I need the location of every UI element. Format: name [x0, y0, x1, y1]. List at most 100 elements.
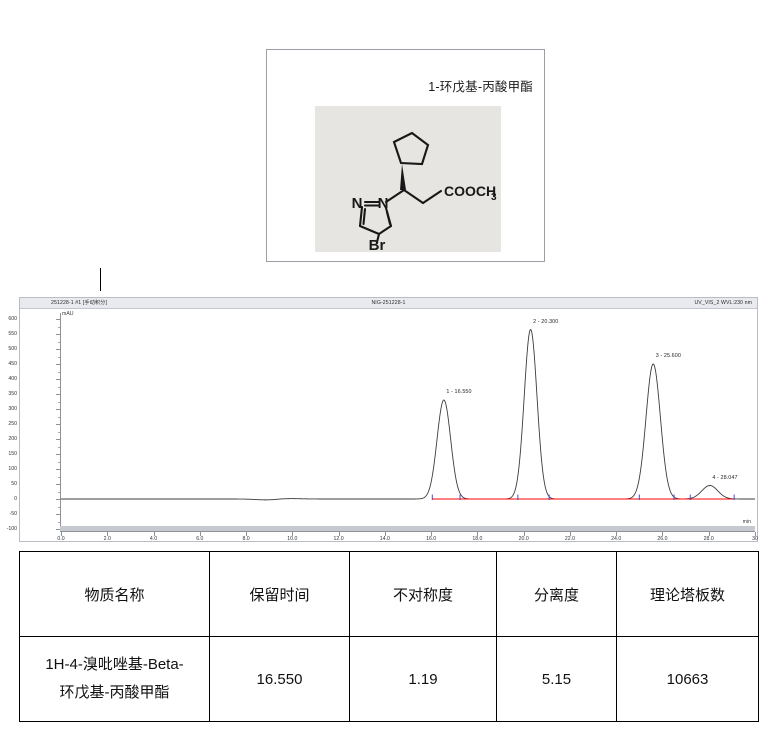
- chromatogram-header: 251228-1 #1 [手动积分] NIG-251228-1 UV_VIS_2…: [20, 298, 757, 309]
- peak-label: 4 - 28.047: [712, 474, 738, 481]
- y-axis-tick-label: 50: [11, 481, 17, 487]
- header-resolution: 分离度: [496, 551, 617, 637]
- chromatogram-sample-label: 251228-1 #1 [手动积分]: [51, 300, 108, 306]
- y-axis-tick: [56, 439, 60, 440]
- chromatogram-detector-label: UV_VIS_2 WVL:230 nm: [694, 300, 752, 306]
- x-axis-tick: [755, 532, 756, 536]
- table-header-row: 物质名称 保留时间 不对称度 分离度 理论塔板数: [19, 551, 759, 637]
- svg-text:Br: Br: [369, 237, 386, 252]
- header-retention-time: 保留时间: [209, 551, 350, 637]
- cell-resolution: 5.15: [496, 636, 617, 722]
- x-axis-line: [60, 531, 755, 532]
- cell-retention-time: 16.550: [209, 636, 350, 722]
- y-axis-tick-label: 150: [8, 451, 17, 457]
- y-axis-minor-tick: [58, 386, 60, 388]
- x-axis-tick: [431, 532, 433, 536]
- y-axis-tick: [56, 364, 60, 365]
- x-axis-tick-label: 18.0: [472, 536, 483, 542]
- y-axis-tick: [56, 349, 60, 350]
- y-axis-minor-tick: [58, 371, 60, 373]
- peak-label: 2 - 20.300: [533, 318, 559, 325]
- y-axis-line: [60, 313, 61, 529]
- cell-substance-name: 1H-4-溴吡唑基-Beta- 环戊基-丙酸甲酯: [19, 636, 210, 722]
- x-axis-tick: [477, 532, 479, 536]
- chromatogram-panel: 251228-1 #1 [手动积分] NIG-251228-1 UV_VIS_2…: [7, 297, 758, 542]
- x-axis-tick-label: 30: [752, 536, 758, 542]
- cell-asymmetry: 1.19: [349, 636, 497, 722]
- y-axis-tick-label: 100: [8, 466, 17, 472]
- y-axis-tick-label: 200: [8, 436, 17, 442]
- structure-card: 1-环戊基-丙酸甲酯: [266, 49, 545, 262]
- x-axis-tick-label: 26.0: [657, 536, 668, 542]
- x-axis-tick: [199, 532, 201, 536]
- y-axis-tick-label: 250: [8, 421, 17, 427]
- svg-text:N: N: [352, 195, 363, 212]
- structure-title: 1-环戊基-丙酸甲酯: [428, 80, 533, 94]
- results-table: 物质名称 保留时间 不对称度 分离度 理论塔板数 1H-4-溴吡唑基-Beta-…: [19, 551, 759, 722]
- x-axis-tick: [153, 532, 155, 536]
- y-axis-minor-tick: [58, 431, 60, 433]
- x-axis-tick-label: 24.0: [611, 536, 622, 542]
- x-axis-tick-label: 14.0: [379, 536, 390, 542]
- header-substance-name: 物质名称: [19, 551, 210, 637]
- x-axis-tick: [616, 532, 618, 536]
- header-plate-count: 理论塔板数: [616, 551, 759, 637]
- y-axis-tick-label: 550: [8, 331, 17, 337]
- x-axis-tick-label: 0.0: [57, 536, 65, 542]
- y-axis-tick-label: -100: [6, 526, 17, 532]
- x-axis-tick-label: 2.0: [103, 536, 111, 542]
- header-asymmetry: 不对称度: [349, 551, 497, 637]
- peak-label: 1 - 16.550: [446, 389, 472, 395]
- y-axis-tick: [56, 424, 60, 425]
- x-axis-tick-label: 22.0: [564, 536, 575, 542]
- chromatogram-plot: 1 - 16.550 2 - 20.300 3 - 25.600 4 - 28.047: [61, 313, 755, 529]
- substance-name-line1: 1H-4-溴吡唑基-Beta-: [45, 655, 184, 673]
- svg-text:3: 3: [491, 192, 497, 203]
- y-axis-tick: [56, 454, 60, 455]
- x-axis-tick: [569, 532, 571, 536]
- x-axis-unit: min: [742, 519, 751, 525]
- y-axis-tick: [56, 379, 60, 380]
- table-row: 1H-4-溴吡唑基-Beta- 环戊基-丙酸甲酯 16.550 1.19 5.1…: [19, 636, 759, 722]
- y-axis-minor-tick: [58, 401, 60, 403]
- y-axis-tick-label: 600: [8, 316, 17, 322]
- y-axis-minor-tick: [58, 491, 60, 493]
- y-axis-minor-tick: [58, 521, 60, 523]
- x-axis-tick: [246, 532, 248, 536]
- x-axis-band: [60, 526, 755, 531]
- y-axis-minor-tick: [58, 506, 60, 508]
- y-axis-unit: mAU: [62, 311, 74, 317]
- peak-label: 3 - 25.600: [655, 353, 681, 359]
- chromatogram-body: mAU min 600 550 500 450 400 350 300 250 200 150 10…: [7, 309, 758, 542]
- y-axis-tick-label: -50: [9, 511, 18, 517]
- y-axis-minor-tick: [58, 356, 60, 358]
- x-axis-tick: [338, 532, 340, 536]
- x-axis-tick: [523, 532, 525, 536]
- y-axis-minor-tick: [58, 476, 60, 478]
- y-axis-tick: [56, 409, 60, 410]
- x-axis-tick: [708, 532, 710, 536]
- y-axis-tick-label: 350: [8, 391, 17, 397]
- chromatogram-trace: [61, 328, 755, 501]
- y-axis-tick: [56, 484, 60, 485]
- x-axis-tick: [384, 532, 386, 536]
- svg-text:COOCH: COOCH: [444, 183, 496, 199]
- y-axis-tick: [56, 394, 60, 395]
- x-axis-tick-label: 4.0: [149, 536, 158, 542]
- x-axis-tick: [61, 532, 62, 536]
- y-axis-minor-tick: [58, 446, 60, 448]
- y-axis-tick-label: 0: [14, 496, 17, 502]
- y-axis-tick: [56, 319, 60, 320]
- x-axis-tick-label: 10.0: [287, 536, 298, 542]
- svg-text:N: N: [378, 195, 389, 212]
- x-axis-tick: [107, 532, 109, 536]
- cell-theoretical-plates: 10663: [616, 636, 759, 722]
- x-axis-tick-label: 20.0: [518, 536, 529, 542]
- x-axis-tick: [292, 532, 294, 536]
- cursor-tick-marker: [100, 268, 101, 291]
- y-axis-tick: [56, 529, 60, 530]
- y-axis-minor-tick: [58, 326, 60, 328]
- y-axis-tick-label: 300: [8, 406, 17, 412]
- x-axis-tick-label: 16.0: [426, 536, 437, 542]
